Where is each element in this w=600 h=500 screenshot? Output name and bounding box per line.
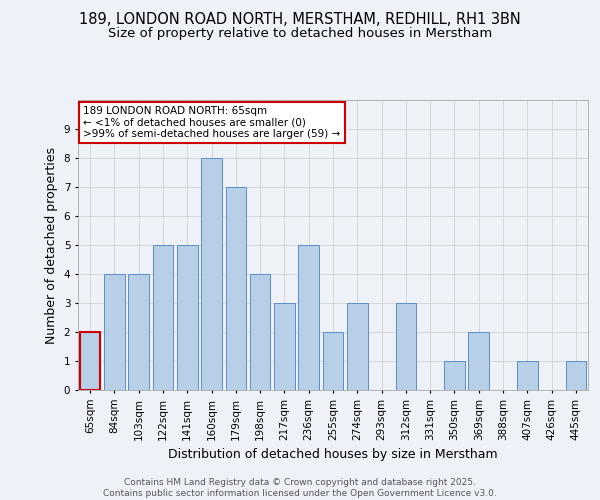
Text: 189 LONDON ROAD NORTH: 65sqm
← <1% of detached houses are smaller (0)
>99% of se: 189 LONDON ROAD NORTH: 65sqm ← <1% of de…: [83, 106, 340, 139]
Bar: [323, 332, 343, 390]
Bar: [469, 332, 489, 390]
Bar: [177, 245, 197, 390]
Bar: [395, 303, 416, 390]
Bar: [128, 274, 149, 390]
X-axis label: Distribution of detached houses by size in Merstham: Distribution of detached houses by size …: [168, 448, 498, 461]
Bar: [298, 245, 319, 390]
Y-axis label: Number of detached properties: Number of detached properties: [45, 146, 58, 344]
Text: Contains HM Land Registry data © Crown copyright and database right 2025.
Contai: Contains HM Land Registry data © Crown c…: [103, 478, 497, 498]
Bar: [566, 361, 586, 390]
Bar: [250, 274, 271, 390]
Bar: [347, 303, 368, 390]
Text: Size of property relative to detached houses in Merstham: Size of property relative to detached ho…: [108, 28, 492, 40]
Bar: [444, 361, 465, 390]
Bar: [517, 361, 538, 390]
Bar: [152, 245, 173, 390]
Bar: [80, 332, 100, 390]
Bar: [274, 303, 295, 390]
Bar: [104, 274, 125, 390]
Bar: [201, 158, 222, 390]
Bar: [226, 187, 246, 390]
Text: 189, LONDON ROAD NORTH, MERSTHAM, REDHILL, RH1 3BN: 189, LONDON ROAD NORTH, MERSTHAM, REDHIL…: [79, 12, 521, 28]
